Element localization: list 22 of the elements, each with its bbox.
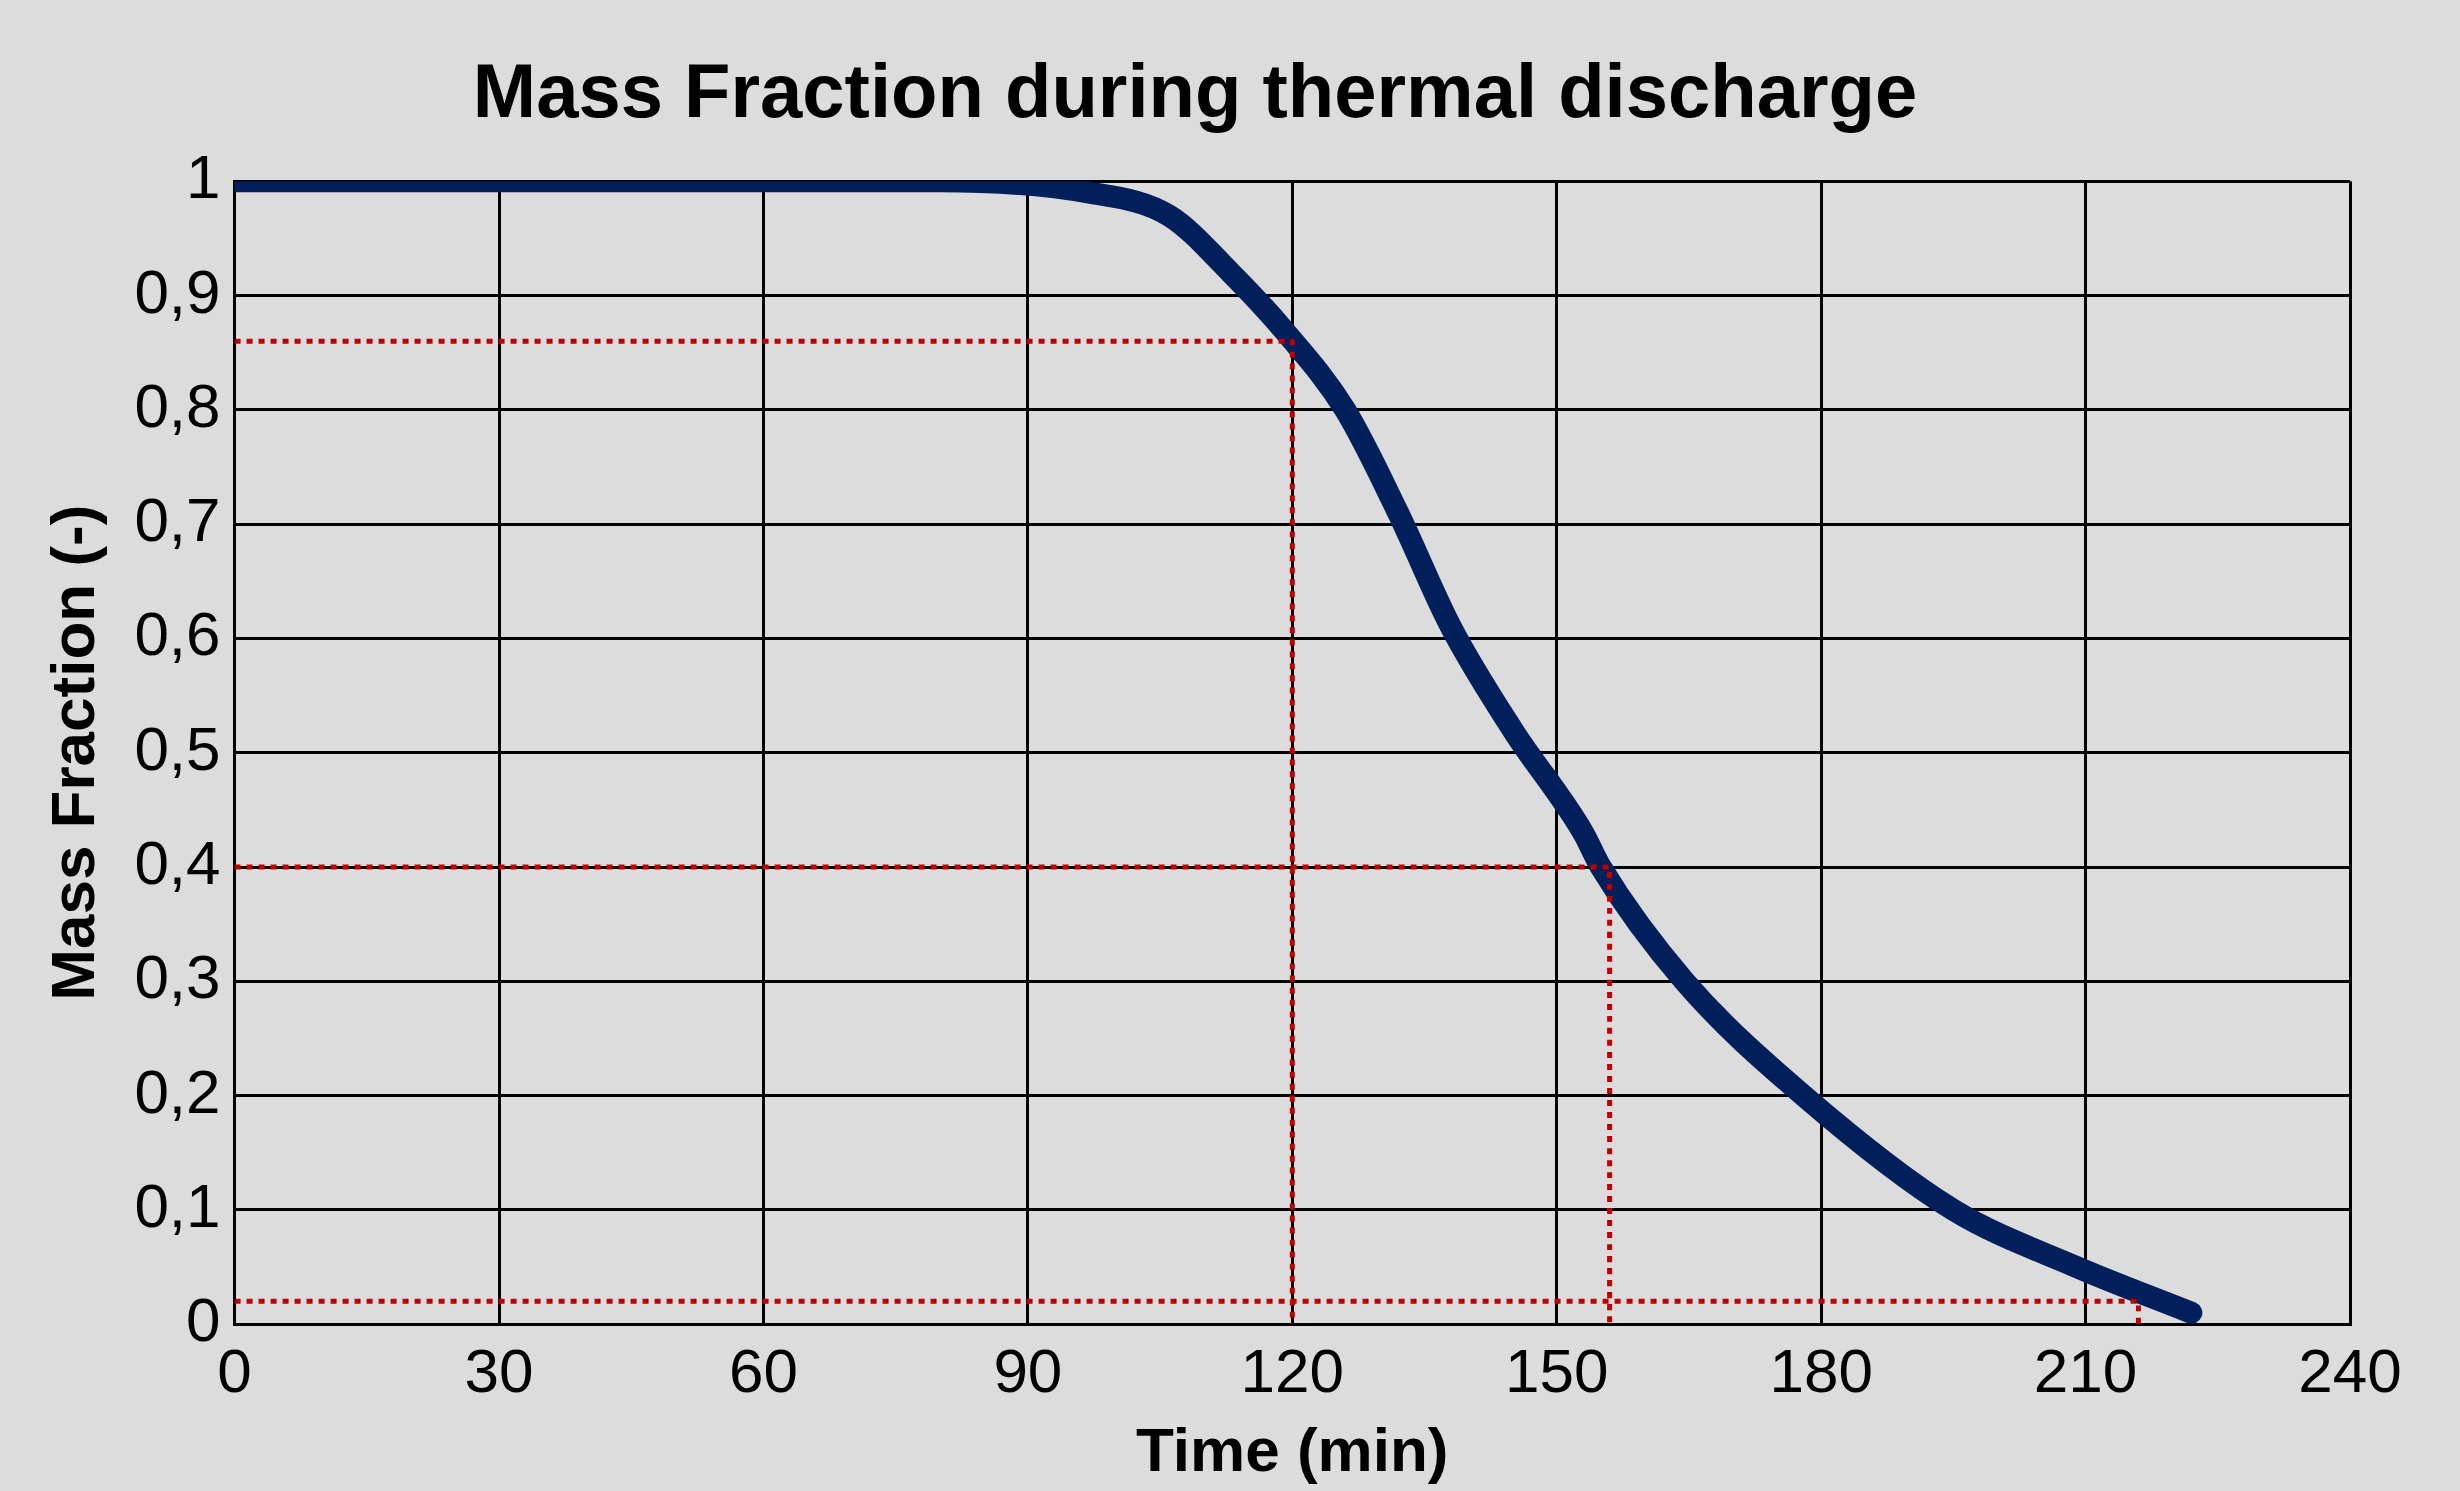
y-tick-label: 0,9 [134,256,221,326]
y-tick-label: 0 [186,1285,221,1355]
y-tick-label: 0,8 [134,370,221,440]
x-tick-label: 120 [1240,1336,1345,1406]
y-tick-label: 0,5 [134,713,221,783]
x-tick-label: 30 [464,1336,534,1406]
x-tick-label: 210 [2033,1336,2138,1406]
y-tick-label: 0,7 [134,485,221,555]
y-tick-label: 0,2 [134,1056,221,1126]
y-tick-label: 0,4 [134,828,221,898]
y-axis-title: Mass Fraction (-) [38,504,108,1001]
x-tick-label: 240 [2298,1336,2402,1406]
x-tick-label: 180 [1769,1336,1873,1406]
y-tick-label: 0,3 [134,942,221,1012]
x-tick-label: 60 [728,1336,798,1406]
x-axis-title: Time (min) [1136,1414,1449,1484]
y-tick-label: 0,1 [134,1170,221,1240]
chart-title: Mass Fraction during thermal discharge [472,47,1918,133]
x-tick-label: 150 [1504,1336,1609,1406]
y-tick-label: 0,6 [134,599,221,669]
y-tick-label: 1 [186,142,221,212]
x-tick-label: 90 [993,1336,1063,1406]
